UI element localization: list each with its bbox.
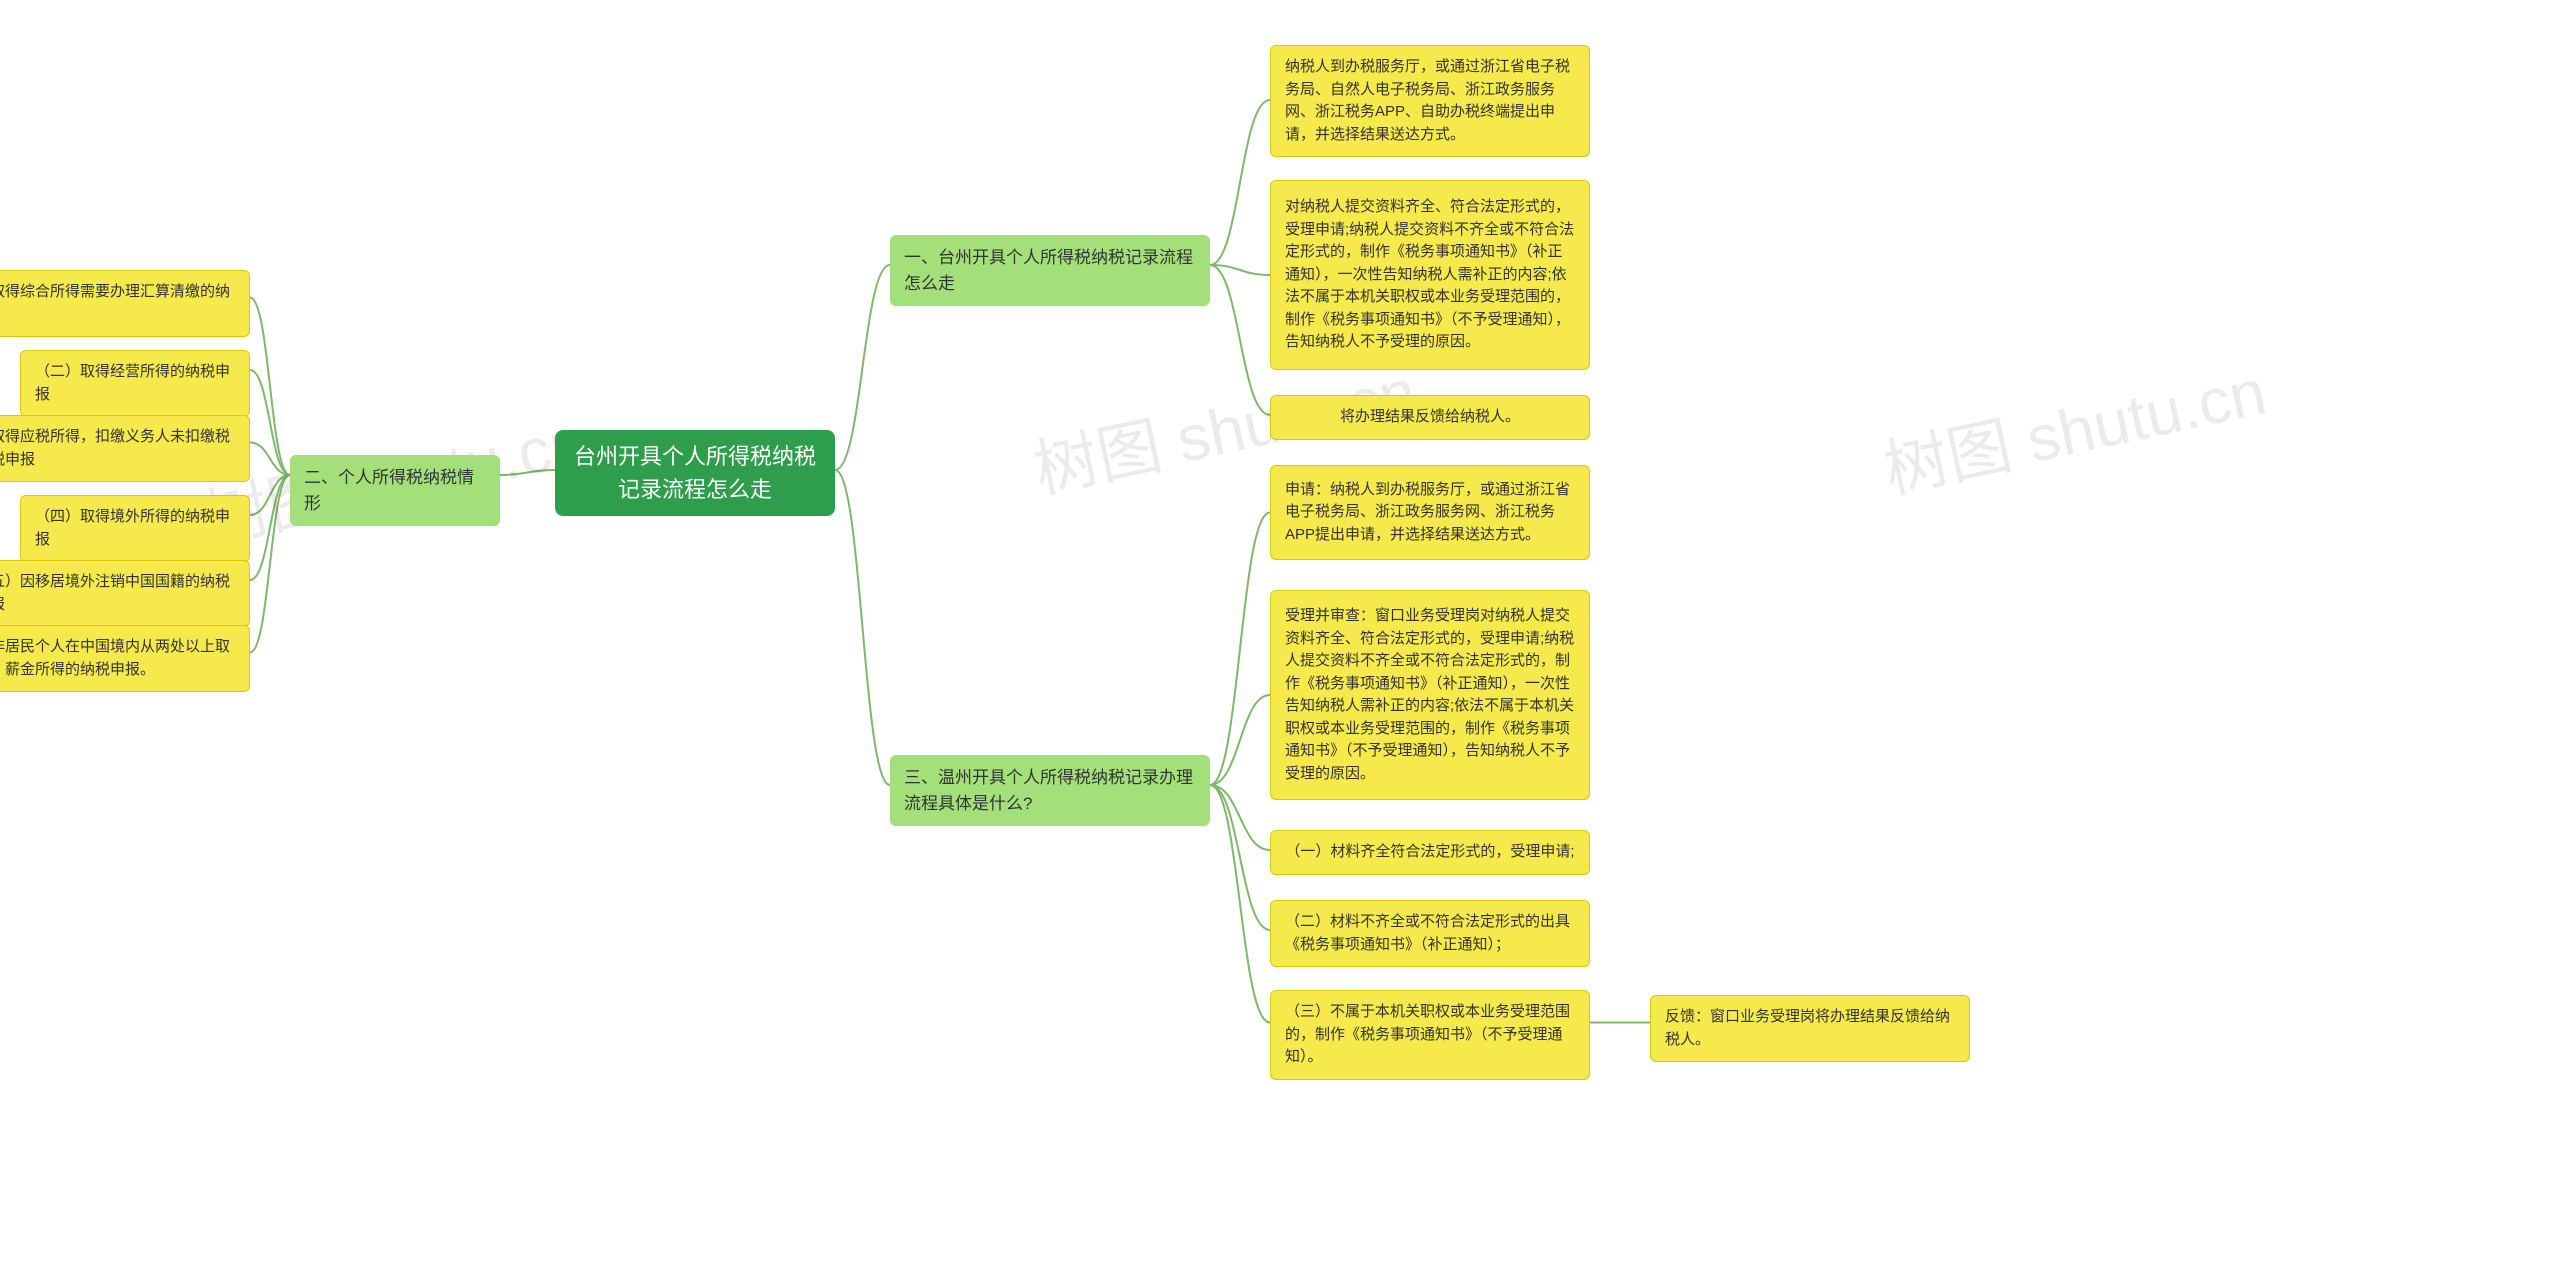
leaf-node-b1c3: 将办理结果反馈给纳税人。 bbox=[1270, 395, 1590, 440]
leaf-node-b2c6: （六）非居民个人在中国境内从两处以上取得工资、薪金所得的纳税申报。 bbox=[0, 625, 250, 692]
connector bbox=[1210, 785, 1270, 930]
leaf-node-b1c1: 纳税人到办税服务厅，或通过浙江省电子税务局、自然人电子税务局、浙江政务服务网、浙… bbox=[1270, 45, 1590, 157]
connector bbox=[250, 298, 290, 476]
watermark: 树图 shutu.cn bbox=[1875, 341, 2273, 512]
connector bbox=[1210, 695, 1270, 785]
connector bbox=[835, 470, 890, 785]
leaf-node-b2c4: （四）取得境外所得的纳税申报 bbox=[20, 495, 250, 562]
connector bbox=[1210, 100, 1270, 265]
leaf-node-b3c5a: 反馈：窗口业务受理岗将办理结果反馈给纳税人。 bbox=[1650, 995, 1970, 1062]
connector bbox=[1210, 265, 1270, 415]
branch-node-b2: 二、个人所得税纳税情形 bbox=[290, 455, 500, 526]
connector bbox=[250, 475, 290, 580]
leaf-node-b3c4: （二）材料不齐全或不符合法定形式的出具《税务事项通知书》（补正通知）； bbox=[1270, 900, 1590, 967]
leaf-node-b3c1: 申请：纳税人到办税服务厅，或通过浙江省电子税务局、浙江政务服务网、浙江税务APP… bbox=[1270, 465, 1590, 560]
connector bbox=[250, 475, 290, 515]
leaf-node-b3c5: （三）不属于本机关职权或本业务受理范围的，制作《税务事项通知书》（不予受理通知）… bbox=[1270, 990, 1590, 1080]
connector bbox=[1210, 785, 1270, 1023]
connector bbox=[1210, 513, 1270, 786]
leaf-node-b3c2: 受理并审查：窗口业务受理岗对纳税人提交资料齐全、符合法定形式的，受理申请;纳税人… bbox=[1270, 590, 1590, 800]
leaf-node-b2c5: （五）因移居境外注销中国国籍的纳税申报 bbox=[0, 560, 250, 627]
connector bbox=[250, 443, 290, 476]
connector bbox=[250, 370, 290, 475]
connector bbox=[835, 265, 890, 470]
root-node: 台州开具个人所得税纳税记录流程怎么走 bbox=[555, 430, 835, 516]
leaf-node-b3c3: （一）材料齐全符合法定形式的，受理申请; bbox=[1270, 830, 1590, 875]
branch-node-b1: 一、台州开具个人所得税纳税记录流程怎么走 bbox=[890, 235, 1210, 306]
connector bbox=[1210, 785, 1270, 850]
connector bbox=[250, 475, 290, 653]
leaf-node-b2c3: （三）取得应税所得，扣缴义务人未扣缴税款的纳税申报 bbox=[0, 415, 250, 482]
leaf-node-b2c1: （一）取得综合所得需要办理汇算清缴的纳税申报 bbox=[0, 270, 250, 337]
leaf-node-b1c2: 对纳税人提交资料齐全、符合法定形式的，受理申请;纳税人提交资料不齐全或不符合法定… bbox=[1270, 180, 1590, 370]
connector bbox=[1210, 265, 1270, 275]
branch-node-b3: 三、温州开具个人所得税纳税记录办理流程具体是什么? bbox=[890, 755, 1210, 826]
leaf-node-b2c2: （二）取得经营所得的纳税申报 bbox=[20, 350, 250, 417]
connector bbox=[500, 470, 555, 475]
